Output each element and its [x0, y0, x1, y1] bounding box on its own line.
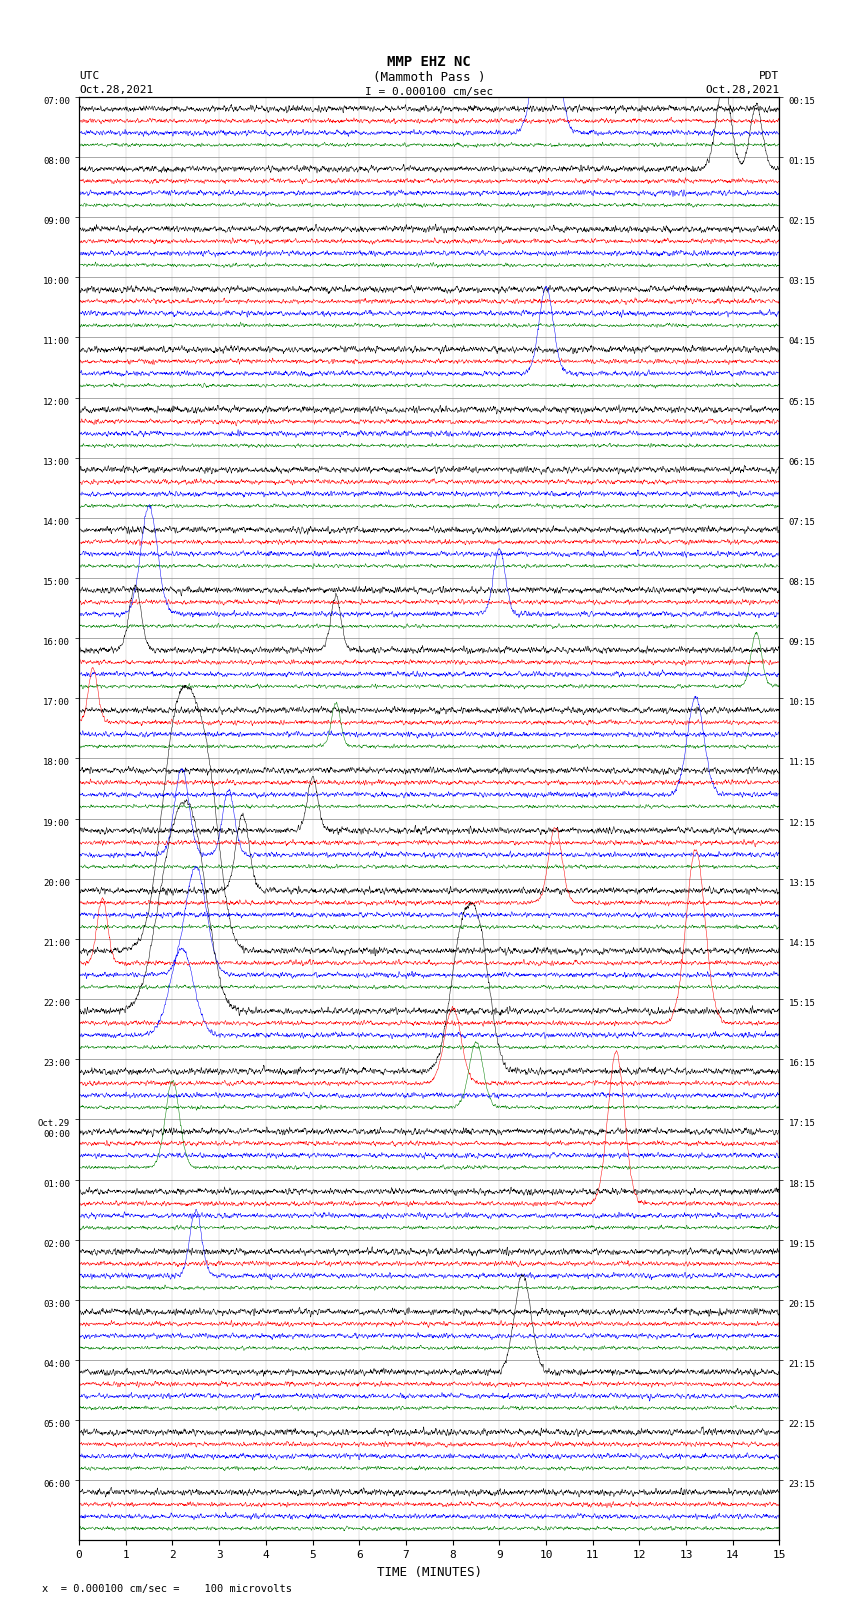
Text: Oct.28,2021: Oct.28,2021 [706, 85, 779, 95]
Text: Oct.28,2021: Oct.28,2021 [79, 85, 153, 95]
Text: x  = 0.000100 cm/sec =    100 microvolts: x = 0.000100 cm/sec = 100 microvolts [42, 1584, 292, 1594]
Text: (Mammoth Pass ): (Mammoth Pass ) [373, 71, 485, 84]
Text: PDT: PDT [759, 71, 779, 81]
Text: UTC: UTC [79, 71, 99, 81]
Text: MMP EHZ NC: MMP EHZ NC [388, 55, 471, 69]
Text: I = 0.000100 cm/sec: I = 0.000100 cm/sec [366, 87, 493, 97]
X-axis label: TIME (MINUTES): TIME (MINUTES) [377, 1566, 482, 1579]
